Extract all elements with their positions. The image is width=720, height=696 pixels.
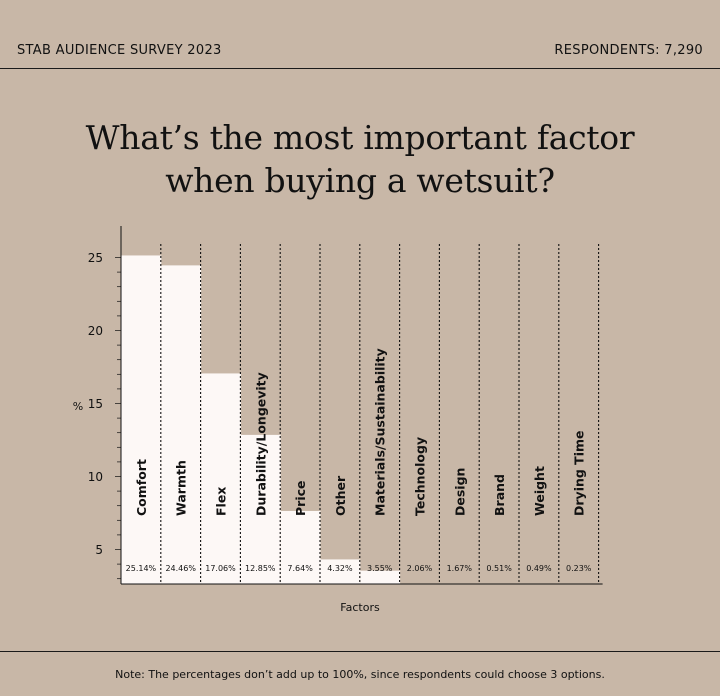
bar-3 xyxy=(240,434,281,584)
bar-2 xyxy=(201,373,241,584)
category-label-9: Brand xyxy=(492,474,507,516)
y-axis-label: % xyxy=(73,400,83,413)
value-label-1: 24.46% xyxy=(165,564,196,573)
bar-5 xyxy=(320,559,361,584)
x-axis-label: Factors xyxy=(340,601,380,614)
category-label-2: Flex xyxy=(214,487,229,516)
category-label-6: Materials/Sustainability xyxy=(373,348,388,516)
bar-0 xyxy=(121,255,162,584)
category-label-0: Comfort xyxy=(134,459,149,516)
category-label-8: Design xyxy=(452,468,467,516)
bar-chart: 5 10 15 20 25% Factors Comfort 25.14% Warmth 24.4… xyxy=(73,226,603,614)
y-tick-label: 25 xyxy=(88,251,103,265)
category-label-5: Other xyxy=(333,475,348,516)
chart-title: What’s the most important factor when bu… xyxy=(0,116,720,202)
value-label-6: 3.55% xyxy=(367,564,393,573)
bar-1 xyxy=(161,265,202,584)
y-tick-label: 15 xyxy=(88,397,103,411)
y-tick-label: 10 xyxy=(88,470,103,484)
value-label-7: 2.06% xyxy=(407,564,433,573)
category-label-10: Weight xyxy=(532,466,547,516)
category-label-11: Drying Time xyxy=(572,431,587,517)
value-label-5: 4.32% xyxy=(327,564,353,573)
survey-title: STAB AUDIENCE SURVEY 2023 xyxy=(17,43,222,58)
chart-title-line-2: when buying a wetsuit? xyxy=(165,161,555,200)
bar-6 xyxy=(360,570,401,584)
category-label-4: Price xyxy=(293,481,308,517)
category-label-3: Durability/Longevity xyxy=(253,372,268,516)
value-label-4: 7.64% xyxy=(287,564,313,573)
header-bar: STAB AUDIENCE SURVEY 2023 RESPONDENTS: 7… xyxy=(0,0,720,69)
y-tick-label: 20 xyxy=(88,324,103,338)
value-label-9: 0.51% xyxy=(486,564,512,573)
value-label-3: 12.85% xyxy=(245,564,276,573)
category-label-7: Technology xyxy=(413,437,428,516)
value-label-11: 0.23% xyxy=(566,564,592,573)
value-label-0: 25.14% xyxy=(126,564,157,573)
y-tick-label: 5 xyxy=(95,543,103,557)
footer-note: Note: The percentages don’t add up to 10… xyxy=(115,668,605,681)
category-label-1: Warmth xyxy=(174,460,189,516)
chart-title-line-1: What’s the most important factor xyxy=(85,118,635,157)
value-label-10: 0.49% xyxy=(526,564,552,573)
respondents-count: RESPONDENTS: 7,290 xyxy=(554,43,703,58)
footer-bar: Note: The percentages don’t add up to 10… xyxy=(0,651,720,696)
bar-4 xyxy=(280,510,321,584)
value-label-8: 1.67% xyxy=(447,564,473,573)
value-label-2: 17.06% xyxy=(205,564,236,573)
